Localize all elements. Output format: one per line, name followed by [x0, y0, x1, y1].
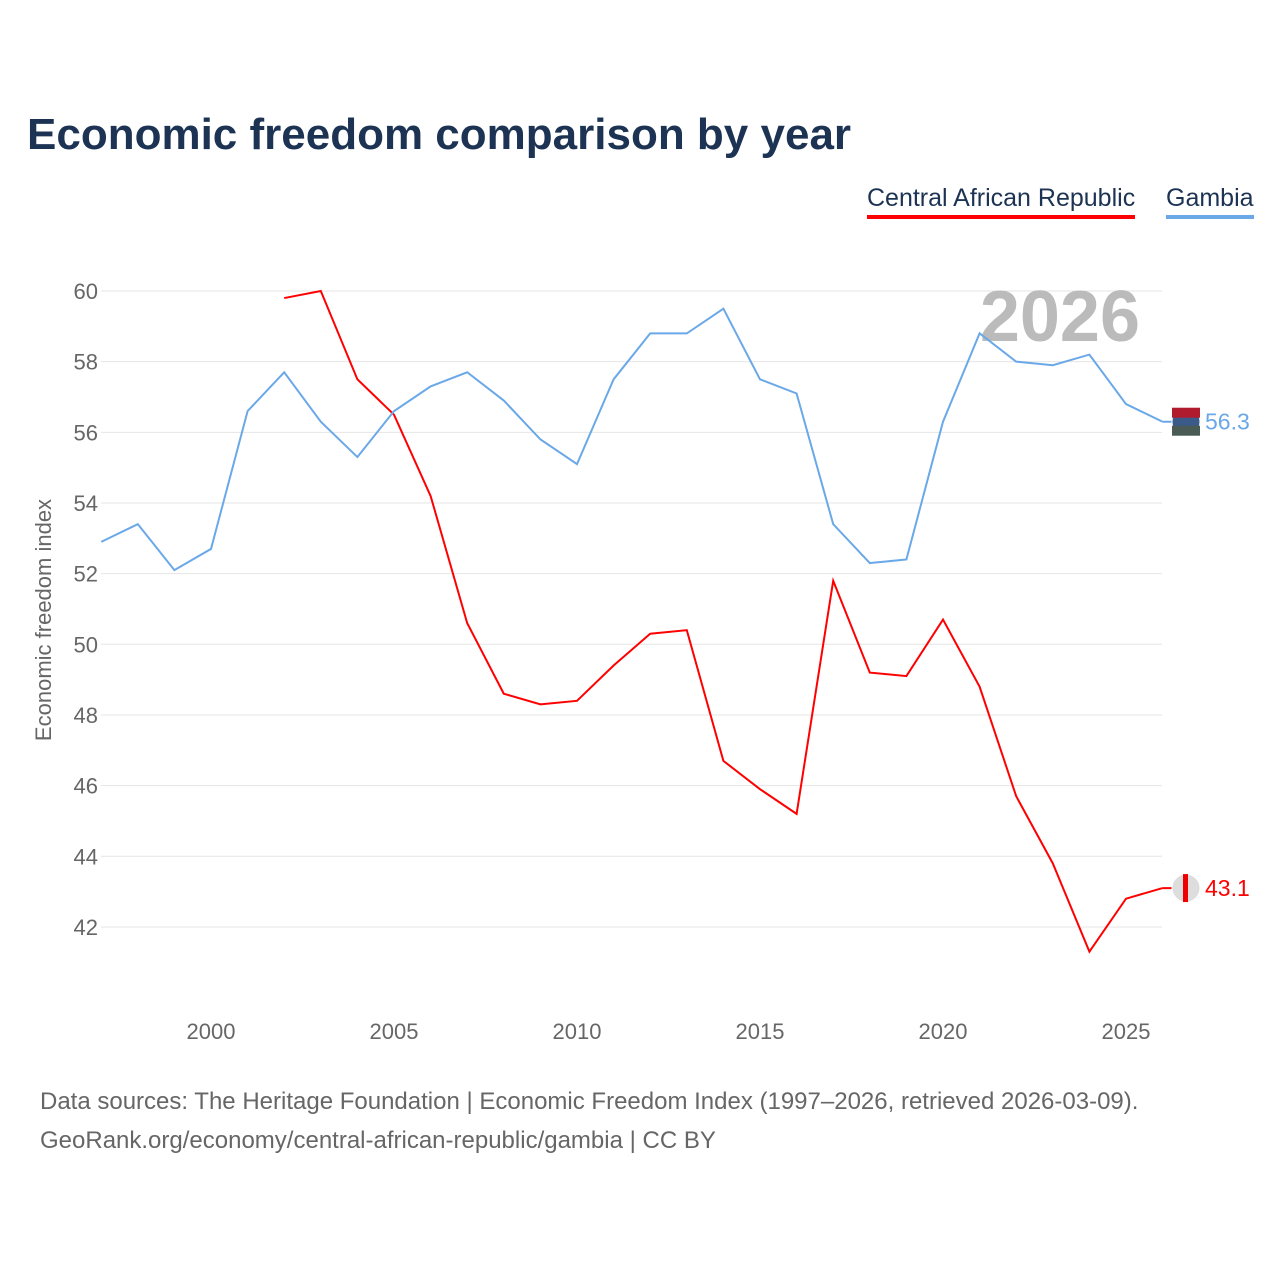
x-tick-label: 2000	[187, 1019, 236, 1044]
y-tick-label: 52	[74, 562, 98, 587]
y-tick-label: 44	[74, 844, 98, 869]
legend-item-gambia[interactable]: Gambia	[1166, 184, 1254, 219]
series-line-1	[100, 307, 1164, 572]
x-tick-label: 2020	[919, 1019, 968, 1044]
end-value-label: 56.3	[1205, 409, 1250, 435]
y-tick-label: 56	[74, 420, 98, 445]
y-tick-label: 42	[74, 915, 98, 940]
y-tick-label: 50	[74, 632, 98, 657]
legend-item-car[interactable]: Central African Republic	[867, 184, 1136, 219]
end-value-label: 43.1	[1205, 875, 1250, 901]
flag-stripe	[1172, 425, 1200, 436]
y-tick-label: 48	[74, 703, 98, 728]
footer-sources: Data sources: The Heritage Foundation | …	[40, 1088, 1139, 1115]
x-tick-label: 2005	[370, 1019, 419, 1044]
series-line-0	[284, 289, 1163, 954]
year-watermark: 2026	[980, 277, 1140, 357]
y-tick-label: 58	[74, 350, 98, 375]
x-tick-label: 2015	[736, 1019, 785, 1044]
flag-stripe	[1172, 407, 1200, 418]
chart-title: Economic freedom comparison by year	[27, 110, 852, 159]
flag-stripe	[1183, 874, 1188, 903]
y-tick-label: 60	[74, 279, 98, 304]
x-tick-label: 2010	[553, 1019, 602, 1044]
y-tick-label: 54	[74, 491, 98, 516]
y-axis-label: Economic freedom index	[31, 499, 56, 741]
x-tick-label: 2025	[1102, 1019, 1151, 1044]
y-tick-label: 46	[74, 774, 98, 799]
footer-link[interactable]: GeoRank.org/economy/central-african-repu…	[40, 1127, 716, 1154]
